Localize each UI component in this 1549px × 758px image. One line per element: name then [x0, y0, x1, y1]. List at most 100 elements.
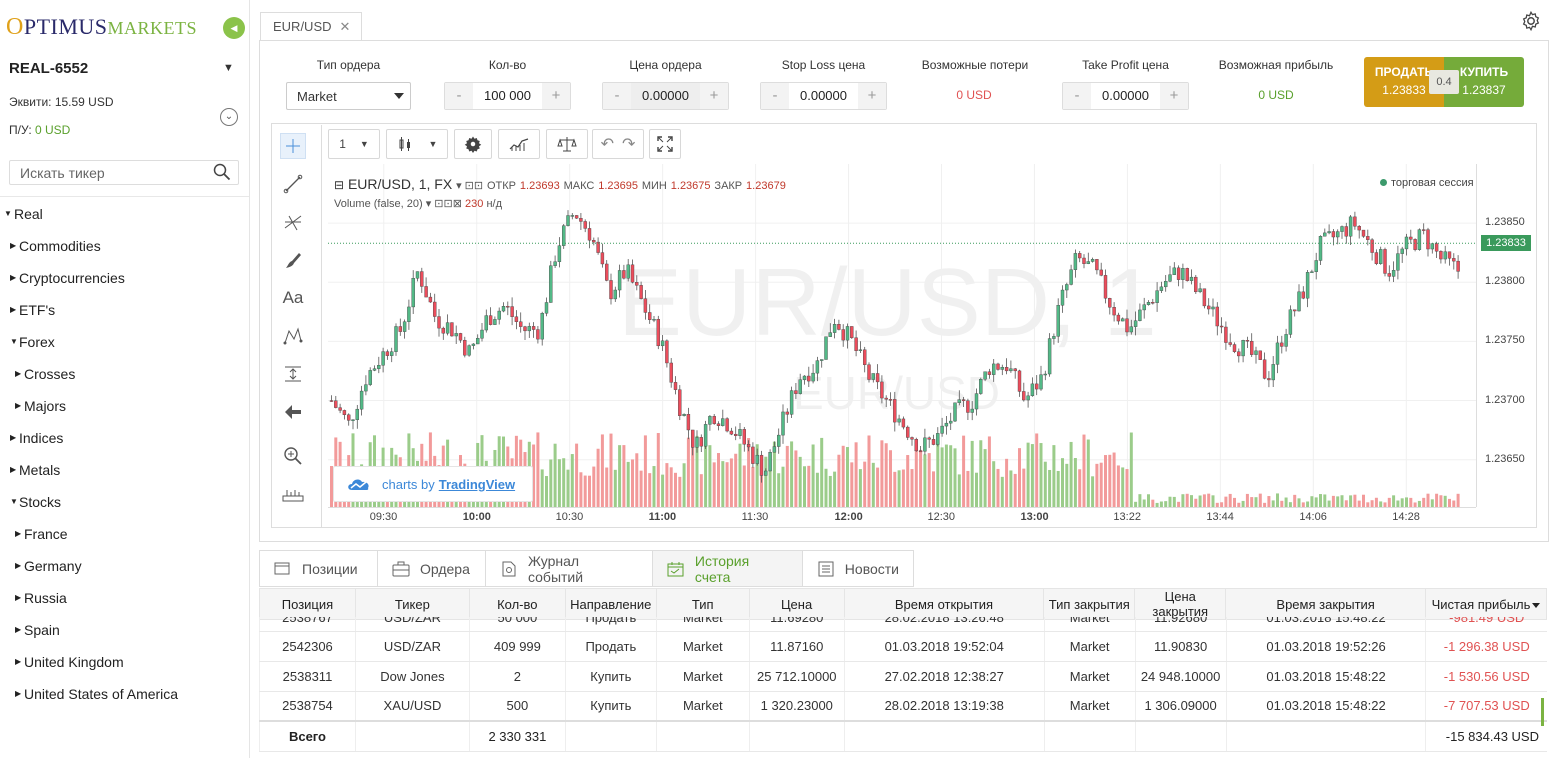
crosshair-icon[interactable]: [280, 133, 306, 159]
tree-item-commodities[interactable]: ▶ Commodities: [0, 235, 249, 267]
tree-item-stocks[interactable]: ▼ Stocks: [0, 491, 249, 523]
buy-button[interactable]: КУПИТЬ 1.23837: [1444, 57, 1524, 107]
minus-button[interactable]: -: [761, 83, 789, 109]
take-profit-stepper[interactable]: - 0.00000 +: [1062, 82, 1189, 110]
text-tool-icon[interactable]: Aa: [282, 288, 304, 307]
chart-type-select[interactable]: ▼: [386, 129, 448, 159]
column-header[interactable]: Тип закрытия: [1043, 588, 1136, 620]
table-row[interactable]: 2542306 USD/ZAR 409 999 Продать Market 11.871…: [259, 631, 1547, 662]
tab-orders[interactable]: Ордера: [377, 550, 485, 587]
fib-icon[interactable]: [280, 209, 306, 235]
minus-button[interactable]: -: [445, 83, 473, 109]
close-icon[interactable]: ✕: [339, 19, 351, 34]
collapse-sidebar-button[interactable]: ◀: [223, 17, 245, 39]
column-header[interactable]: Цена: [748, 588, 845, 620]
tree-item-france[interactable]: ▶ France: [0, 523, 249, 555]
caret-right-icon[interactable]: ▶: [10, 241, 17, 250]
stop-loss-input[interactable]: 0.00000: [789, 83, 858, 109]
trend-line-icon[interactable]: [280, 171, 306, 197]
plus-button[interactable]: +: [542, 83, 570, 109]
caret-down-icon[interactable]: ▼: [10, 337, 18, 346]
price-stepper[interactable]: - 0.00000 +: [602, 82, 729, 110]
indicators-button[interactable]: [498, 129, 540, 159]
qty-input[interactable]: 100 000: [473, 83, 542, 109]
time-axis[interactable]: 09:30 10:00 10:30 11:00 11:30 12:00 12:30 13:00…: [328, 507, 1476, 527]
column-header[interactable]: Направление: [564, 588, 657, 620]
caret-right-icon[interactable]: ▶: [10, 465, 17, 474]
zoom-icon[interactable]: [280, 443, 306, 469]
tree-item-majors[interactable]: ▶ Majors: [0, 395, 249, 427]
ruler-icon[interactable]: [280, 481, 306, 507]
column-header[interactable]: Цена закрытия: [1134, 588, 1227, 620]
plus-button[interactable]: +: [700, 83, 728, 109]
measure-icon[interactable]: [280, 361, 306, 387]
search-icon[interactable]: [213, 163, 231, 181]
qty-stepper[interactable]: - 100 000 +: [444, 82, 571, 110]
chart-settings-button[interactable]: [454, 129, 492, 159]
caret-right-icon[interactable]: ▶: [15, 625, 22, 634]
caret-right-icon[interactable]: ▶: [10, 433, 17, 442]
caret-right-icon[interactable]: ▶: [15, 657, 22, 666]
tab-positions[interactable]: Позиции: [259, 550, 377, 587]
arrow-left-icon[interactable]: [280, 399, 306, 425]
undo-redo-group[interactable]: ↶ ↷: [592, 129, 644, 159]
order-type-select[interactable]: Market: [286, 82, 411, 110]
table-row[interactable]: 2538754 XAU/USD 500 Купить Market 1 320.23000…: [259, 691, 1547, 722]
tab-event-log[interactable]: Журнал событий: [485, 550, 652, 587]
tree-item-united-kingdom[interactable]: ▶ United Kingdom: [0, 651, 249, 683]
column-header[interactable]: Чистая прибыль: [1425, 588, 1547, 620]
plus-button[interactable]: +: [858, 83, 886, 109]
compare-button[interactable]: [546, 129, 588, 159]
caret-right-icon[interactable]: ▶: [15, 369, 22, 378]
caret-right-icon[interactable]: ▶: [10, 273, 17, 282]
plus-button[interactable]: +: [1160, 83, 1188, 109]
search-input[interactable]: [9, 160, 239, 185]
tree-item-russia[interactable]: ▶ Russia: [0, 587, 249, 619]
tree-item-spain[interactable]: ▶ Spain: [0, 619, 249, 651]
tree-item-crosses[interactable]: ▶ Crosses: [0, 363, 249, 395]
caret-down-icon[interactable]: ▼: [4, 209, 12, 218]
minus-button[interactable]: -: [1063, 83, 1091, 109]
gear-icon[interactable]: [1520, 10, 1542, 32]
tab-eurusd[interactable]: EUR/USD ✕: [260, 12, 362, 41]
brush-icon[interactable]: [280, 247, 306, 273]
caret-right-icon[interactable]: ▶: [15, 529, 22, 538]
caret-right-icon[interactable]: ▶: [10, 305, 17, 314]
column-header[interactable]: Тикер: [354, 588, 470, 620]
take-profit-input[interactable]: 0.00000: [1091, 83, 1160, 109]
tree-item-etf-s[interactable]: ▶ ETF's: [0, 299, 249, 331]
column-header[interactable]: Время открытия: [843, 588, 1045, 620]
candlestick-plot[interactable]: [328, 164, 1476, 507]
tree-item-real[interactable]: ▼ Real: [0, 203, 249, 235]
caret-right-icon[interactable]: ▶: [15, 561, 22, 570]
interval-select[interactable]: 1 ▼: [328, 129, 380, 159]
price-axis[interactable]: 1.23850 1.23800 1.23750 1.23700 1.23650: [1476, 164, 1536, 507]
tree-item-united-states-of-america[interactable]: ▶ United States of America: [0, 683, 249, 715]
account-name[interactable]: REAL-6552: [9, 60, 89, 77]
column-header[interactable]: Тип: [655, 588, 750, 620]
caret-right-icon[interactable]: ▶: [15, 689, 22, 698]
tree-item-forex[interactable]: ▼ Forex: [0, 331, 249, 363]
fullscreen-button[interactable]: [649, 129, 681, 159]
caret-right-icon[interactable]: ▶: [15, 401, 22, 410]
account-dropdown-icon[interactable]: ▼: [223, 62, 234, 74]
tree-item-metals[interactable]: ▶ Metals: [0, 459, 249, 491]
column-header[interactable]: Кол-во: [468, 588, 566, 620]
column-header[interactable]: Время закрытия: [1225, 588, 1427, 620]
tree-item-germany[interactable]: ▶ Germany: [0, 555, 249, 587]
column-header[interactable]: Позиция: [259, 588, 356, 620]
table-row[interactable]: 2538767 USD/ZAR 50 000 Продать Market 11.6928…: [259, 617, 1547, 632]
table-row[interactable]: 2538311 Dow Jones 2 Купить Market 25 712.1000…: [259, 661, 1547, 692]
tab-account-history[interactable]: История счета: [652, 550, 802, 587]
pattern-icon[interactable]: [280, 323, 306, 349]
chevron-down-icon[interactable]: ⌄: [220, 108, 238, 126]
tree-item-cryptocurrencies[interactable]: ▶ Cryptocurrencies: [0, 267, 249, 299]
minus-button[interactable]: -: [603, 83, 631, 109]
scrollbar-thumb[interactable]: [1541, 698, 1544, 726]
tradingview-badge[interactable]: charts by TradingView: [333, 466, 533, 502]
stop-loss-stepper[interactable]: - 0.00000 +: [760, 82, 887, 110]
tab-news[interactable]: Новости: [802, 550, 914, 587]
caret-right-icon[interactable]: ▶: [15, 593, 22, 602]
price-input[interactable]: 0.00000: [631, 83, 700, 109]
tree-item-indices[interactable]: ▶ Indices: [0, 427, 249, 459]
